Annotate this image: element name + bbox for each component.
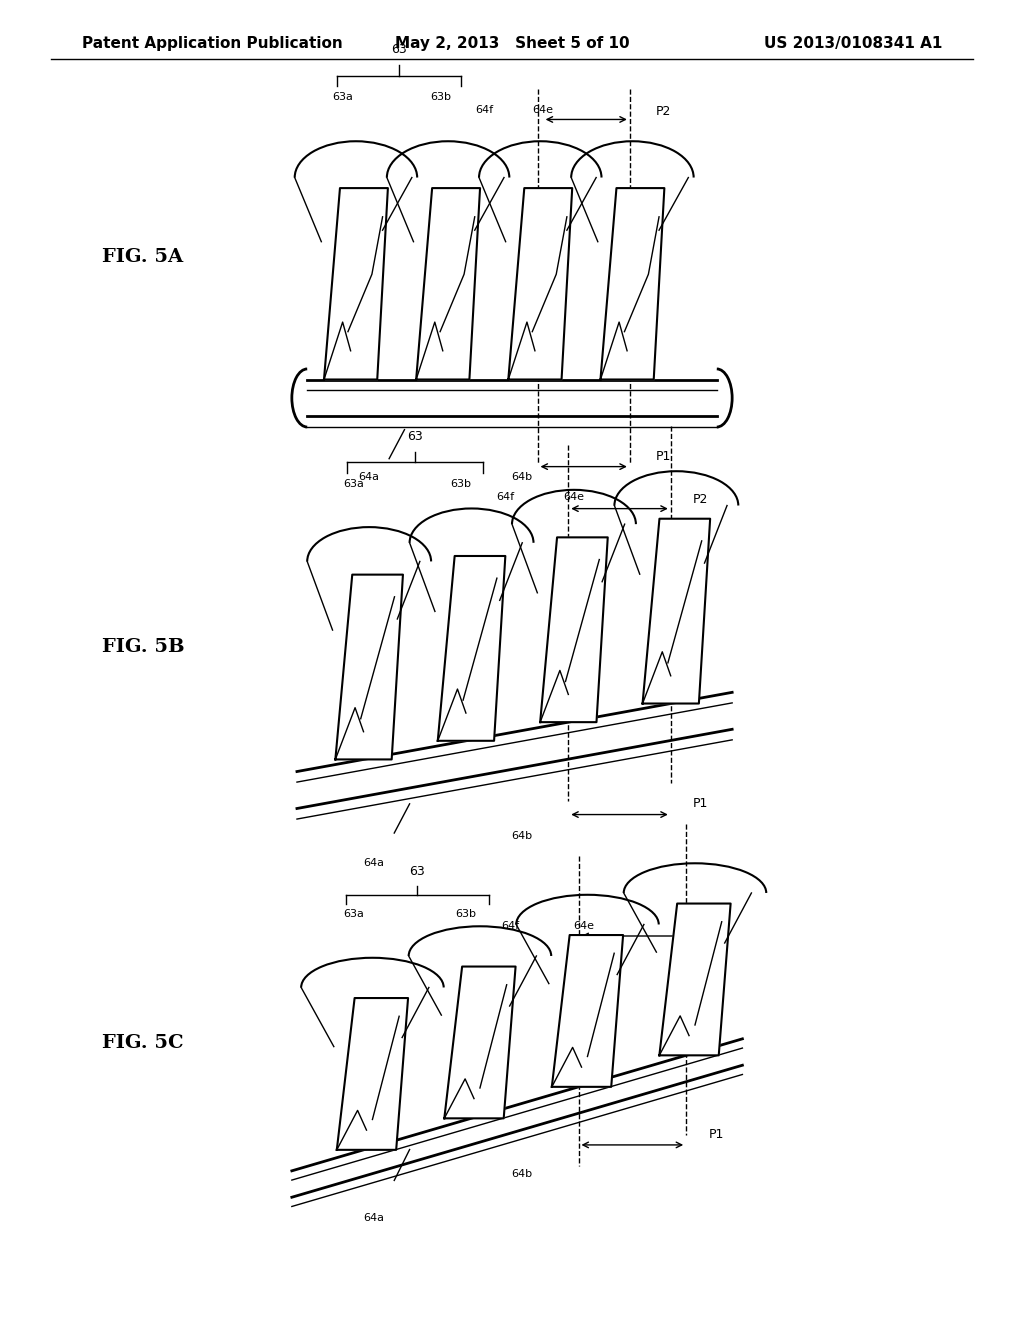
Text: P1: P1 — [655, 450, 671, 462]
Text: 64e: 64e — [573, 921, 594, 931]
Polygon shape — [600, 187, 665, 380]
Text: 64b: 64b — [512, 473, 532, 482]
Polygon shape — [416, 187, 480, 380]
Polygon shape — [438, 556, 506, 741]
Text: 63a: 63a — [343, 909, 364, 919]
Text: 63b: 63b — [456, 909, 476, 919]
Text: 64e: 64e — [532, 106, 553, 115]
Text: FIG. 5C: FIG. 5C — [102, 1034, 184, 1052]
Text: Patent Application Publication: Patent Application Publication — [82, 36, 343, 50]
Text: P2: P2 — [655, 106, 671, 117]
Text: 63b: 63b — [430, 92, 451, 103]
Text: US 2013/0108341 A1: US 2013/0108341 A1 — [764, 36, 942, 50]
Text: 64a: 64a — [364, 858, 384, 867]
Text: P2: P2 — [693, 492, 709, 506]
Polygon shape — [337, 998, 408, 1150]
Polygon shape — [324, 187, 388, 380]
Text: 64a: 64a — [364, 1213, 384, 1222]
Polygon shape — [508, 187, 572, 380]
Text: 64b: 64b — [512, 1170, 532, 1179]
Text: 64e: 64e — [563, 492, 584, 502]
Polygon shape — [541, 537, 608, 722]
Text: P1: P1 — [709, 1127, 724, 1140]
Text: 64a: 64a — [358, 473, 379, 482]
Text: 64b: 64b — [512, 830, 532, 841]
Polygon shape — [552, 935, 623, 1086]
Text: 63b: 63b — [451, 479, 471, 488]
Text: 63a: 63a — [343, 479, 364, 488]
Polygon shape — [659, 903, 731, 1056]
Text: 63a: 63a — [333, 92, 353, 103]
Text: 63: 63 — [391, 44, 408, 55]
Text: P2: P2 — [709, 920, 724, 933]
Polygon shape — [643, 519, 711, 704]
Text: 63: 63 — [410, 865, 425, 878]
Text: 64f: 64f — [475, 106, 494, 115]
Text: FIG. 5A: FIG. 5A — [102, 248, 183, 267]
Text: FIG. 5B: FIG. 5B — [102, 638, 185, 656]
Text: 64f: 64f — [496, 492, 514, 502]
Polygon shape — [335, 574, 402, 759]
Text: P1: P1 — [693, 797, 709, 810]
Text: May 2, 2013   Sheet 5 of 10: May 2, 2013 Sheet 5 of 10 — [394, 36, 630, 50]
Text: 64f: 64f — [501, 921, 519, 931]
Text: 63: 63 — [407, 429, 423, 442]
Polygon shape — [444, 966, 516, 1118]
